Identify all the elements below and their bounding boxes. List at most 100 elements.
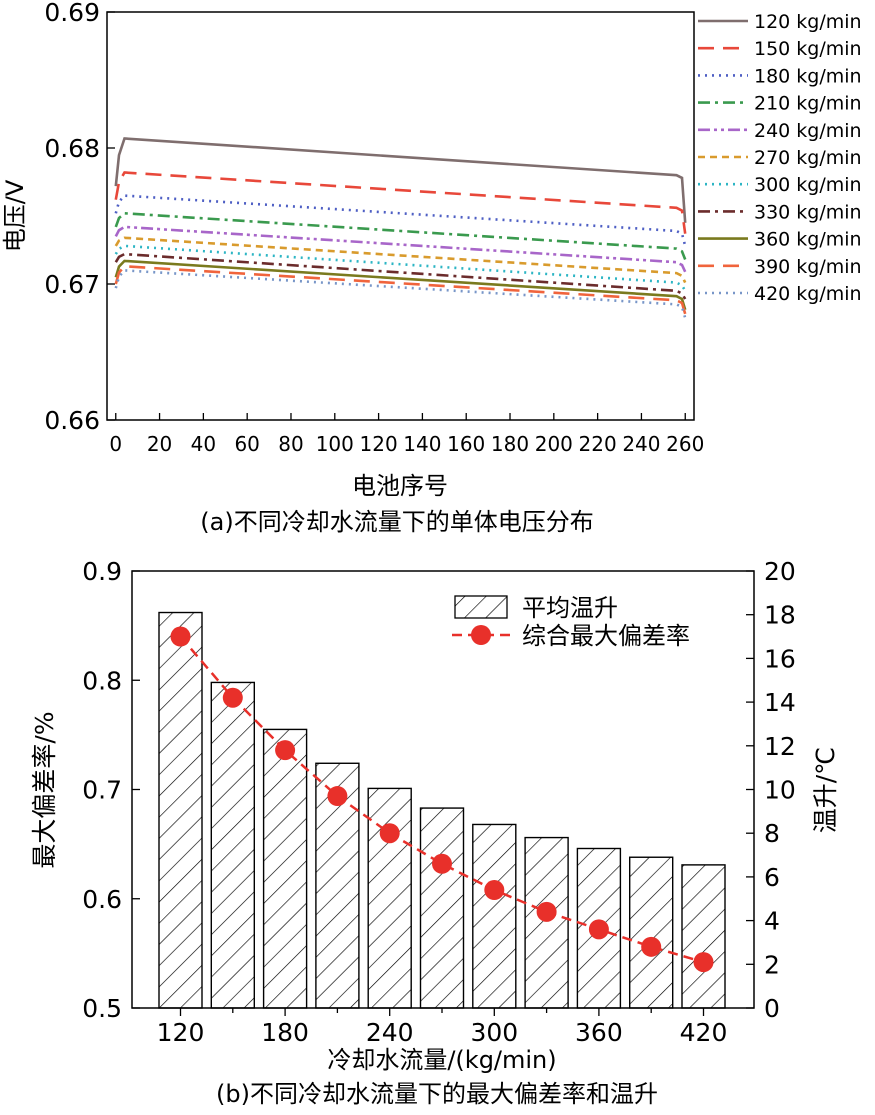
y-right-tick-label: 4 — [764, 907, 780, 936]
y-left-tick-label: 0.9 — [82, 557, 122, 586]
deviation-point — [484, 880, 505, 901]
y-left-tick-label: 0.6 — [82, 885, 122, 914]
series-line — [114, 244, 687, 292]
x-tick-label: 360 — [575, 1018, 623, 1047]
x-tick-label: 180 — [261, 1018, 309, 1047]
x-tick-label: 40 — [191, 432, 216, 456]
legend-marker-swatch — [471, 625, 491, 645]
deviation-point — [275, 740, 296, 761]
y-right-tick-label: 2 — [764, 950, 780, 979]
chart-a-plot-area — [114, 137, 687, 319]
x-tick-label: 220 — [579, 432, 617, 456]
chart-a-frame — [106, 11, 695, 421]
y-left-tick-label: 0.8 — [82, 666, 122, 695]
x-tick-label: 300 — [470, 1018, 518, 1047]
x-tick-label: 420 — [680, 1018, 728, 1047]
series-line — [114, 211, 687, 260]
series-line — [114, 194, 687, 247]
bar — [158, 611, 203, 1009]
series-line — [114, 225, 687, 273]
legend-label: 330 kg/min — [754, 201, 862, 223]
deviation-point — [588, 919, 609, 940]
deviation-point — [170, 626, 191, 647]
deviation-point — [379, 823, 400, 844]
chart-a: 0 20 40 60 80 100 120 140 160 180 200 220 240 260 0.6… — [1, 0, 862, 536]
legend-label: 300 kg/min — [754, 174, 862, 196]
y-right-tick-label: 12 — [764, 732, 796, 761]
y-right-tick-label: 6 — [764, 863, 780, 892]
chart-b-left-y-label: 最大偏差率/% — [30, 711, 59, 868]
chart-b-x-axis: 120 180 240 300 360 420 — [157, 1008, 728, 1047]
y-right-tick-label: 0 — [764, 994, 780, 1023]
chart-b-left-y-axis: 0.5 0.6 0.7 0.8 0.9 — [82, 557, 140, 1023]
legend-label-max-deviation: 综合最大偏差率 — [522, 622, 690, 650]
deviation-line — [179, 635, 704, 964]
x-tick-label: 260 — [666, 432, 704, 456]
series-line — [114, 269, 687, 319]
series-line — [114, 264, 687, 315]
y-tick-label: 0.68 — [44, 134, 100, 163]
x-tick-label: 200 — [535, 432, 573, 456]
y-left-tick-label: 0.5 — [82, 994, 122, 1023]
chart-a-y-axis: 0.66 0.67 0.68 0.69 — [44, 0, 115, 435]
chart-a-y-label: 电压/V — [1, 179, 29, 252]
bar — [367, 787, 412, 1009]
y-right-tick-label: 10 — [764, 776, 796, 805]
y-right-tick-label: 14 — [764, 688, 796, 717]
deviation-point — [222, 687, 243, 708]
series-line — [114, 137, 687, 223]
legend-label-avg-temp-rise: 平均温升 — [522, 594, 618, 622]
x-tick-label: 60 — [234, 432, 259, 456]
x-tick-label: 240 — [622, 432, 660, 456]
bar — [629, 856, 674, 1009]
chart-a-x-label: 电池序号 — [352, 472, 448, 500]
x-tick-label: 240 — [366, 1018, 414, 1047]
chart-a-x-axis: 0 20 40 60 80 100 120 140 160 180 200 220 240 260 — [109, 413, 704, 456]
legend-hatch-swatch — [454, 595, 508, 619]
series-line — [114, 236, 687, 284]
chart-b-x-label: 冷却水流量/(kg/min) — [327, 1046, 556, 1074]
legend-label: 150 kg/min — [754, 38, 862, 60]
bar — [262, 728, 308, 1009]
y-left-tick-label: 0.7 — [82, 776, 122, 805]
deviation-point — [536, 901, 557, 922]
legend-label: 120 kg/min — [754, 11, 862, 33]
legend-label: 240 kg/min — [754, 120, 862, 142]
deviation-point — [432, 853, 452, 874]
legend-label: 390 kg/min — [754, 256, 862, 278]
legend-label: 360 kg/min — [754, 229, 862, 251]
y-tick-label: 0.69 — [44, 0, 100, 27]
y-right-tick-label: 20 — [764, 557, 796, 586]
chart-b-caption: (b)不同冷却水流量下的最大偏差率和温升 — [216, 1080, 658, 1108]
x-tick-label: 120 — [157, 1018, 205, 1047]
chart-b-right-y-label: 温升/℃ — [811, 747, 840, 834]
y-tick-label: 0.66 — [44, 406, 100, 435]
y-right-tick-label: 18 — [764, 601, 796, 630]
chart-a-caption: (a)不同冷却水流量下的单体电压分布 — [200, 508, 593, 536]
y-tick-label: 0.67 — [44, 270, 100, 299]
bar — [472, 823, 517, 1009]
x-tick-label: 0 — [109, 432, 122, 456]
deviation-point — [327, 786, 348, 807]
x-tick-label: 160 — [447, 432, 485, 456]
chart-b: 120 180 240 300 360 420 0.5 0.6 0.7 0.8 0.9 0 2 4 6 8… — [30, 557, 840, 1108]
chart-a-legend: 120 kg/min 150 kg/min 180 kg/min 210 kg/min… — [698, 11, 862, 305]
y-right-tick-label: 16 — [764, 644, 796, 673]
x-tick-label: 100 — [316, 432, 354, 456]
chart-b-bars — [158, 611, 726, 1009]
series-line — [114, 252, 687, 300]
bar — [210, 681, 256, 1009]
chart-b-legend: 平均温升 综合最大偏差率 — [452, 594, 690, 650]
series-line — [114, 259, 687, 311]
legend-label: 270 kg/min — [754, 147, 862, 169]
deviation-point — [693, 952, 714, 973]
x-tick-label: 180 — [491, 432, 529, 456]
legend-label: 210 kg/min — [754, 93, 862, 115]
series-line — [114, 171, 687, 234]
legend-label: 180 kg/min — [754, 65, 862, 87]
x-tick-label: 20 — [147, 432, 172, 456]
bar — [524, 836, 569, 1009]
chart-b-right-y-axis: 0 2 4 6 8 10 12 14 16 18 20 — [746, 557, 796, 1023]
y-right-tick-label: 8 — [764, 819, 780, 848]
